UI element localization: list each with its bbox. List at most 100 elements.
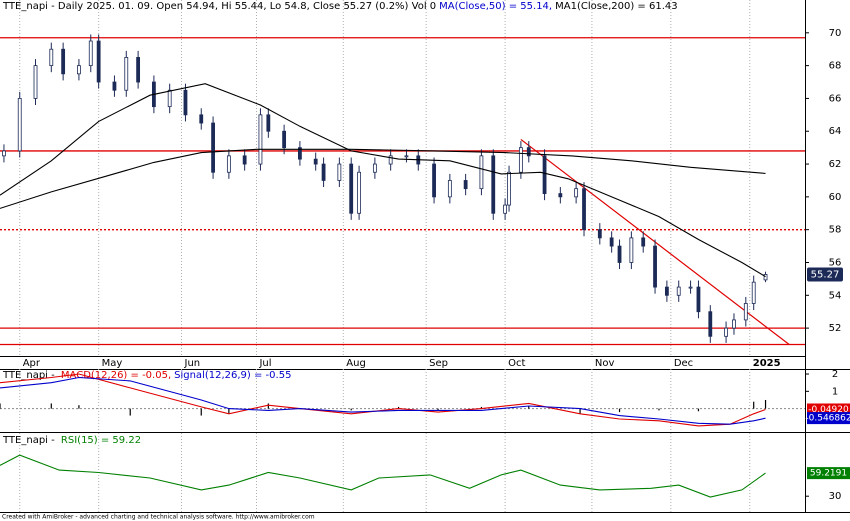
- y-tick-label: 52: [829, 323, 842, 334]
- candle-body: [266, 114, 271, 132]
- y-tick-label: 60: [829, 192, 842, 203]
- candle-body: [447, 180, 452, 198]
- candle-body: [167, 89, 172, 108]
- histogram-bar: [397, 406, 400, 409]
- histogram-bar: [350, 408, 352, 411]
- histogram-bar: [437, 408, 439, 411]
- title-text: TTE_napi - Daily 2025. 01. 09. Open 54.9…: [2, 1, 436, 12]
- candle-body: [49, 48, 54, 67]
- y-tick-label: 2: [832, 369, 838, 380]
- x-tick-label: May: [102, 358, 123, 369]
- price-tag: [807, 267, 843, 282]
- candle-body: [321, 163, 326, 181]
- legend-entry: Signal(12,26,9) = -0.55: [174, 370, 291, 381]
- title-text: TTE_napi -: [2, 435, 58, 446]
- candle-body: [582, 188, 586, 231]
- histogram-bar: [267, 403, 269, 409]
- pane-title: TTE_napi - MACD(12,26) = -0.05, Signal(12…: [2, 370, 291, 381]
- candle-body: [688, 286, 693, 289]
- legend-entry: MA1(Close,200) = 61.43: [555, 1, 678, 12]
- histogram-bar: [0, 403, 1, 409]
- value-tag-label: -0.04920: [808, 405, 849, 415]
- candle-body: [664, 286, 669, 296]
- candle-body: [743, 303, 748, 321]
- value-tag: [807, 467, 850, 480]
- candle-body: [724, 327, 728, 337]
- candle-body: [751, 281, 756, 304]
- candle-body: [226, 155, 231, 173]
- x-tick-label: Dec: [674, 358, 693, 369]
- histogram-bar: [697, 408, 700, 412]
- candle-body: [357, 171, 361, 214]
- candle-body: [124, 57, 129, 91]
- candle-body: [542, 155, 547, 194]
- y-tick-label: 56: [829, 257, 842, 268]
- candle-body: [518, 147, 523, 173]
- candle-body: [33, 65, 38, 99]
- legend-entry: MA(Close,50) = 55.14,: [439, 1, 552, 12]
- histogram-bar: [480, 406, 483, 409]
- candle-body: [136, 57, 141, 83]
- pane-title: TTE_napi - RSI(15) = 59.22: [2, 435, 141, 446]
- y-tick-label: 70: [829, 28, 842, 39]
- candle-body: [463, 180, 468, 190]
- x-tick-label: 2025: [753, 358, 781, 369]
- candle-body: [388, 155, 393, 165]
- price-tag-label: 55.27: [811, 269, 840, 280]
- candle-body: [183, 89, 188, 116]
- histogram-bar: [528, 406, 530, 409]
- candle-body: [313, 158, 318, 165]
- series-line: [0, 83, 766, 278]
- candle-body: [708, 311, 713, 337]
- x-tick-label: Jun: [184, 358, 201, 369]
- candle-body: [629, 237, 634, 263]
- histogram-bar: [658, 408, 660, 411]
- candle-body: [61, 48, 66, 75]
- candle-body: [337, 163, 342, 181]
- candle-body: [676, 286, 681, 296]
- legend-entry: RSI(15) = 59.22: [61, 435, 141, 446]
- candle-body: [298, 147, 302, 160]
- y-tick-label: 66: [829, 93, 842, 104]
- series-line: [0, 454, 766, 498]
- candle-body: [349, 163, 354, 214]
- histogram-bar: [764, 399, 767, 409]
- candle-body: [653, 245, 657, 288]
- footer: Created with AmiBroker - advanced charti…: [2, 514, 315, 521]
- histogram-bar: [129, 408, 131, 416]
- value-tag: [807, 412, 850, 425]
- histogram-bar: [200, 408, 202, 416]
- y-tick-label: 62: [829, 159, 842, 170]
- histogram-bar: [78, 405, 80, 409]
- y-tick-label: 54: [829, 290, 842, 301]
- candle-body: [491, 155, 496, 214]
- value-tag-label: 59.2191: [810, 469, 847, 479]
- x-tick-label: Oct: [508, 358, 525, 369]
- legend-entry: MACD(12,26) = -0.05,: [61, 370, 171, 381]
- value-tag-label: -0.546862: [805, 414, 850, 424]
- candle-body: [112, 81, 117, 91]
- candle-body: [404, 155, 409, 158]
- candle-body: [526, 147, 531, 157]
- candle-body: [242, 155, 247, 165]
- y-tick-label: 58: [829, 225, 842, 236]
- title-text: TTE_napi -: [2, 370, 58, 381]
- candle-body: [372, 163, 377, 173]
- x-tick-label: Aug: [346, 358, 366, 369]
- x-tick-label: Sep: [429, 358, 448, 369]
- candle-body: [88, 40, 93, 67]
- candle-body: [199, 114, 204, 124]
- histogram-bar: [729, 408, 731, 410]
- candle-body: [258, 114, 263, 165]
- pane-title: TTE_napi - Daily 2025. 01. 09. Open 54.9…: [2, 1, 678, 12]
- candle-body: [597, 229, 602, 239]
- candle-body: [432, 163, 436, 198]
- candle-body: [77, 65, 81, 75]
- x-tick-label: Nov: [595, 358, 615, 369]
- candle-body: [282, 130, 287, 149]
- y-tick-label: 64: [829, 126, 842, 137]
- candle-body: [732, 319, 736, 329]
- x-tick-label: Apr: [23, 358, 41, 369]
- candle-body: [763, 274, 768, 281]
